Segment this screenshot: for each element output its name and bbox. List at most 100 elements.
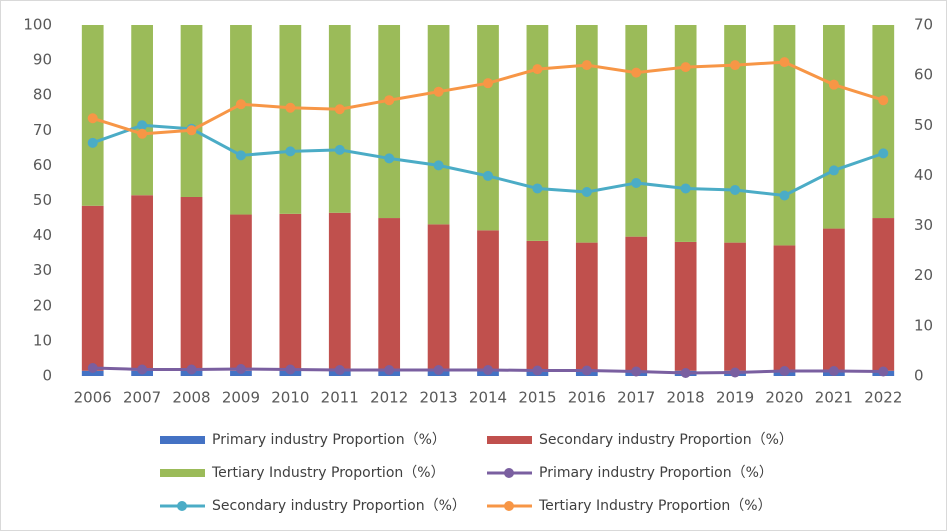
y2-tick-label: 50 [914, 116, 933, 134]
legend-label: Primary industry Proportion（%） [212, 432, 446, 448]
bar [872, 25, 895, 219]
bar [81, 370, 104, 376]
x-tick-label: 2017 [617, 389, 655, 407]
x-tick-label: 2019 [716, 389, 754, 407]
y-tick-label: 80 [33, 86, 52, 104]
line-marker [631, 67, 642, 78]
legend-label: Secondary industry Proportion（%） [539, 432, 793, 448]
bar [575, 242, 598, 371]
bar [328, 25, 351, 213]
line-marker [878, 148, 889, 159]
bar [575, 25, 598, 243]
line-marker [137, 120, 148, 131]
line-marker [828, 79, 839, 90]
bar [674, 241, 697, 371]
line-marker [878, 95, 889, 106]
y2-tick-label: 30 [914, 216, 933, 234]
y2-tick-label: 60 [914, 66, 933, 84]
bar [773, 245, 796, 371]
line-marker [384, 153, 395, 164]
line-marker [532, 183, 543, 194]
line-marker [235, 150, 246, 161]
line-marker [532, 365, 543, 376]
line-marker [779, 57, 790, 68]
line-marker [285, 146, 296, 157]
legend-label: Primary industry Proportion（%） [539, 465, 773, 481]
bar [674, 25, 697, 242]
y2-tick-label: 10 [914, 316, 933, 334]
line-marker [87, 362, 98, 373]
bar [773, 25, 796, 246]
legend-swatch [487, 436, 532, 444]
y-tick-label: 50 [33, 191, 52, 209]
y-tick-label: 10 [33, 331, 52, 349]
line-marker [581, 186, 592, 197]
x-tick-label: 2007 [123, 389, 161, 407]
line-marker [680, 367, 691, 378]
bar [131, 195, 153, 371]
line-marker [581, 60, 592, 71]
y-tick-label: 100 [23, 16, 52, 34]
line-marker [532, 64, 543, 75]
x-tick-label: 2011 [321, 389, 359, 407]
line-marker [334, 144, 345, 155]
x-tick-label: 2015 [518, 389, 556, 407]
bar [279, 25, 302, 214]
line-marker [483, 78, 493, 89]
y-tick-label: 70 [33, 121, 52, 139]
x-tick-label: 2009 [222, 389, 260, 407]
legend-label: Tertiary Industry Proportion（%） [538, 498, 772, 514]
line-marker [433, 364, 444, 375]
line-marker [285, 102, 296, 113]
x-tick-label: 2008 [172, 389, 210, 407]
line-marker [828, 365, 839, 376]
legend-swatch [160, 436, 205, 444]
line-marker [730, 367, 741, 378]
legend-swatch [504, 501, 514, 511]
legend-swatch [160, 469, 205, 477]
y-tick-label: 60 [33, 156, 52, 174]
x-tick-label: 2021 [815, 389, 853, 407]
x-tick-label: 2016 [568, 389, 606, 407]
line-marker [631, 177, 642, 188]
bar [625, 25, 648, 237]
bar [378, 218, 401, 371]
y-tick-label: 40 [33, 226, 52, 244]
line-marker [87, 113, 98, 124]
bar [526, 240, 549, 371]
bar [477, 230, 499, 371]
bar [378, 25, 401, 219]
bar [230, 25, 252, 215]
line-marker [186, 364, 197, 375]
legend-label: Secondary industry Proportion（%） [212, 498, 466, 514]
x-tick-label: 2006 [74, 389, 112, 407]
y2-tick-label: 70 [914, 16, 933, 34]
bar [724, 242, 746, 371]
legend-label: Tertiary Industry Proportion（%） [211, 465, 445, 481]
line-marker [680, 62, 691, 73]
bar [279, 213, 302, 371]
bar [823, 228, 845, 371]
line-marker [137, 128, 148, 139]
x-tick-label: 2018 [667, 389, 705, 407]
legend-swatch [177, 501, 187, 511]
bar [625, 236, 648, 371]
line-marker [483, 170, 493, 181]
legend-swatch [504, 468, 514, 478]
y2-tick-label: 0 [914, 367, 924, 385]
bar [180, 196, 203, 371]
bar [180, 25, 203, 197]
bar [823, 25, 845, 229]
line-marker [384, 364, 395, 375]
x-tick-label: 2014 [469, 389, 507, 407]
line-marker [433, 86, 444, 97]
bar [477, 25, 499, 231]
x-tick-label: 2022 [864, 389, 902, 407]
bar [131, 25, 153, 196]
bar [427, 224, 450, 371]
bar [230, 214, 252, 371]
bar [724, 25, 746, 243]
line-marker [334, 104, 345, 115]
line-marker [779, 365, 790, 376]
line-marker [137, 364, 148, 375]
